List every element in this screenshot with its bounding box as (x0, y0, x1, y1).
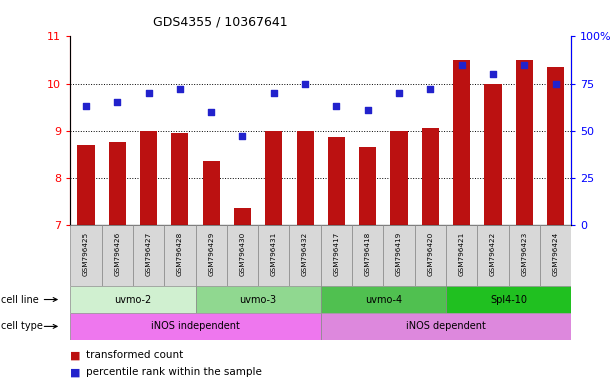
Bar (352, 225, 384, 286)
Bar (164, 225, 196, 286)
Point (551, 81, 560, 87)
Bar (422, 128, 439, 225)
Text: GSM796432: GSM796432 (302, 232, 308, 276)
Text: GSM796424: GSM796424 (552, 232, 558, 276)
Point (457, 62, 467, 68)
Point (363, 107, 373, 113)
Point (332, 103, 342, 109)
Bar (446, 225, 477, 286)
Bar (133, 225, 164, 286)
Bar (384, 225, 415, 286)
Point (112, 99, 122, 106)
Point (175, 86, 185, 92)
Bar (485, 84, 502, 225)
Point (300, 81, 310, 87)
Bar (70, 313, 321, 340)
Bar (477, 225, 509, 286)
Bar (196, 225, 227, 286)
Bar (321, 225, 352, 286)
Text: percentile rank within the sample: percentile rank within the sample (86, 367, 262, 377)
Bar (70, 225, 101, 286)
Text: iNOS independent: iNOS independent (151, 321, 240, 331)
Bar (359, 147, 376, 225)
Text: uvmo-2: uvmo-2 (114, 295, 152, 305)
Point (238, 133, 247, 139)
Bar (78, 145, 95, 225)
Point (81, 103, 91, 109)
Text: GSM796427: GSM796427 (145, 232, 152, 276)
Text: GSM796420: GSM796420 (427, 232, 433, 276)
Text: GSM796429: GSM796429 (208, 232, 214, 276)
Text: GDS4355 / 10367641: GDS4355 / 10367641 (153, 16, 288, 29)
Text: GSM796421: GSM796421 (459, 232, 465, 276)
Text: ■: ■ (70, 367, 81, 377)
Bar (196, 286, 321, 313)
Point (425, 86, 435, 92)
Bar (265, 131, 282, 225)
Text: GSM796419: GSM796419 (396, 232, 402, 276)
Bar (290, 225, 321, 286)
Point (519, 62, 529, 68)
Text: transformed count: transformed count (86, 350, 183, 360)
Bar (203, 161, 220, 225)
Bar (101, 225, 133, 286)
Bar (140, 131, 157, 225)
Text: GSM796425: GSM796425 (83, 232, 89, 276)
Text: cell line: cell line (1, 295, 39, 305)
Bar (109, 142, 126, 225)
Bar (415, 225, 446, 286)
Bar (70, 286, 196, 313)
Text: GSM796426: GSM796426 (114, 232, 120, 276)
Text: GSM796428: GSM796428 (177, 232, 183, 276)
Point (207, 109, 216, 115)
Text: uvmo-3: uvmo-3 (240, 295, 277, 305)
Point (269, 90, 279, 96)
Bar (547, 67, 564, 225)
Text: Spl4-10: Spl4-10 (490, 295, 527, 305)
Text: GSM796430: GSM796430 (240, 232, 246, 276)
Text: GSM796431: GSM796431 (271, 232, 277, 276)
Bar (516, 60, 533, 225)
Text: GSM796418: GSM796418 (365, 232, 371, 276)
Point (144, 90, 153, 96)
Point (488, 71, 498, 77)
Bar (446, 286, 571, 313)
Text: GSM796423: GSM796423 (521, 232, 527, 276)
Text: cell type: cell type (1, 321, 43, 331)
Bar (258, 225, 290, 286)
Bar (234, 208, 251, 225)
Bar (171, 133, 188, 225)
Point (394, 90, 404, 96)
Bar (453, 60, 470, 225)
Text: GSM796417: GSM796417 (334, 232, 340, 276)
Bar (390, 131, 408, 225)
Bar (509, 225, 540, 286)
Bar (296, 131, 313, 225)
Text: GSM796422: GSM796422 (490, 232, 496, 276)
Bar (227, 225, 258, 286)
Text: uvmo-4: uvmo-4 (365, 295, 402, 305)
Text: ■: ■ (70, 350, 81, 360)
Bar (540, 225, 571, 286)
Bar (321, 286, 446, 313)
Bar (321, 313, 571, 340)
Bar (328, 137, 345, 225)
Text: iNOS dependent: iNOS dependent (406, 321, 486, 331)
